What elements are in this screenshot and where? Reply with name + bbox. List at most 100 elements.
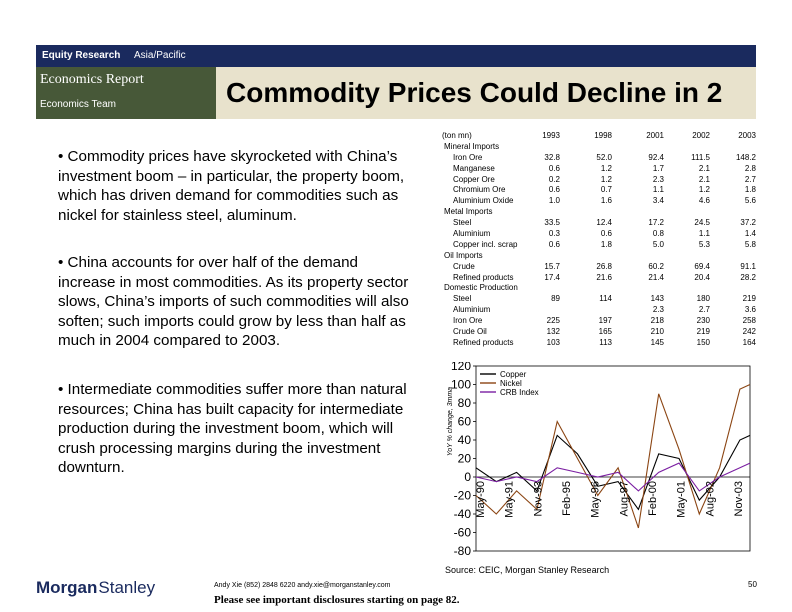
table-cell: 2.1 [698,163,710,173]
table-row-label: Refined products [453,272,514,282]
table-cell: 242 [742,327,756,337]
table-cell: 218 [650,316,664,326]
table-cell: 15.7 [544,261,560,271]
table-row-label: Oil Imports [444,250,483,260]
table-cell: 0.3 [548,229,560,239]
x-tick-label: May-01 [676,481,688,518]
series-line-crb-index [475,462,751,492]
table-cell: 1.7 [652,163,664,173]
table-row-label: Aluminium [453,305,491,315]
report-box: Economics Report Economics Team [36,67,216,119]
table-cell: 0.7 [600,185,612,195]
table-row: Crude 15.7 26.8 60.2 69.4 91.1 [442,262,760,273]
table-cell: 219 [742,294,756,304]
table-cell: 12.4 [596,218,612,228]
y-tick-label: -20 [454,489,472,503]
table-cell: 20.4 [694,272,710,282]
table-row: Aluminium Oxide 1.0 1.6 3.4 4.6 5.6 [442,196,760,207]
table-row: Iron Ore 225 197 218 230 258 [442,316,760,327]
table-cell: 28.2 [740,272,756,282]
table-row: Metal Imports [442,207,760,218]
table-row-label: Crude [453,261,475,271]
table-row: Aluminium 2.3 2.7 3.6 [442,305,760,316]
title-box: Commodity Prices Could Decline in 2 [216,67,756,119]
table-cell: 17.4 [544,272,560,282]
table-cell: 0.6 [600,229,612,239]
y-tick-label: 120 [451,362,471,373]
table-row: Oil Imports [442,251,760,262]
table-row: Refined products 103 113 145 150 164 [442,338,760,349]
table-row-label: Crude Oil [453,327,487,337]
table-cell: 60.2 [648,261,664,271]
morgan-stanley-logo: MorganStanley [36,578,155,598]
table-cell: 114 [599,294,612,304]
table-cell: 258 [742,316,756,326]
division-label: Equity Research [42,50,121,61]
table-cell: 24.5 [694,218,710,228]
table-cell: 164 [742,337,756,347]
disclosure-note: Please see important disclosures startin… [214,594,460,606]
table-row: Mineral Imports [442,142,760,153]
y-tick-label: 20 [458,452,472,466]
page-title: Commodity Prices Could Decline in 2 [226,77,723,108]
x-tick-label: Nov-93 [532,481,544,516]
legend-label: Nickel [500,379,522,388]
table-cell: 1.1 [652,185,664,195]
table-cell: 92.4 [648,152,664,162]
table-cell: 1.8 [600,239,612,249]
table-cell: 5.0 [652,239,664,249]
table-cell: 26.8 [596,261,612,271]
table-cell: 210 [650,327,664,337]
table-cell: 132 [546,327,560,337]
table-cell: 91.1 [740,261,756,271]
table-row-label: Steel [453,218,472,228]
bullet-3: • Intermediate commodities suffer more t… [58,381,407,476]
table-cell: 1.2 [600,174,612,184]
table-row-label: Copper Ore [453,174,495,184]
table-cell: 4.6 [698,196,710,206]
table-year-header: 1993 [542,131,560,140]
table-row-label: Chromium Ore [453,185,506,195]
table-year-header: 2003 [738,131,756,140]
table-cell: 150 [696,337,710,347]
table-row-label: Iron Ore [453,316,483,326]
x-tick-label: Feb-00 [647,481,659,516]
table-cell: 2.3 [652,174,664,184]
y-tick-label: -60 [454,526,472,540]
y-tick-label: 100 [451,378,471,392]
table-cell: 103 [546,337,560,347]
table-cell: 197 [598,316,612,326]
bullet-1: • Commodity prices have skyrocketed with… [58,148,405,224]
table-cell: 1.4 [744,229,756,239]
table-cell: 37.2 [740,218,756,228]
table-row: Crude Oil 132 165 210 219 242 [442,327,760,338]
table-row-label: Aluminium Oxide [453,196,514,206]
x-tick-label: Feb-95 [561,481,573,516]
table-row: Steel 89 114 143 180 219 [442,294,760,305]
table-cell: 5.6 [744,196,756,206]
table-cell: 148.2 [735,152,756,162]
table-cell: 3.4 [652,196,664,206]
y-tick-label: 40 [458,433,472,447]
table-row: Copper incl. scrap 0.6 1.8 5.0 5.3 5.8 [442,240,760,251]
y-axis-label: YoY % change, 3mma [447,387,454,456]
table-cell: 1.2 [600,163,612,173]
table-row-label: Domestic Production [444,283,518,293]
table-row-label: Iron Ore [453,152,483,162]
table-cell: 0.6 [548,163,560,173]
table-cell: 3.6 [744,305,756,315]
top-bar: Equity Research Asia/Pacific [36,45,756,67]
team-name: Economics Team [40,99,116,110]
table-cell: 180 [696,294,710,304]
table-cell: 1.1 [698,229,710,239]
table-cell: 111.5 [691,152,710,162]
table-row-label: Aluminium [453,229,491,239]
table-row: Aluminium 0.3 0.6 0.8 1.1 1.4 [442,229,760,240]
x-tick-label: Aug-97 [618,481,630,516]
table-row: Steel 33.5 12.4 17.2 24.5 37.2 [442,218,760,229]
table-cell: 21.6 [596,272,612,282]
table-row-label: Refined products [453,337,514,347]
report-type: Economics Report [40,72,144,87]
table-row: Manganese 0.6 1.2 1.7 2.1 2.8 [442,164,760,175]
table-row-label: Steel [453,294,472,304]
